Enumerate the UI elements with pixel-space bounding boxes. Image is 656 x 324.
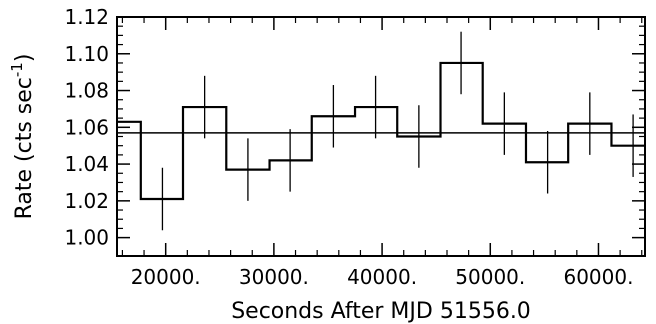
y-tick-label: 1.00 [64, 226, 109, 250]
x-tick-label: 60000. [563, 265, 633, 289]
y-tick-label: 1.08 [64, 79, 109, 103]
y-tick-label: 1.10 [64, 42, 109, 66]
data-series-group [116, 31, 645, 231]
y-axis-label: Rate (cts sec-1) [8, 54, 37, 220]
rate-histogram-step [117, 61, 645, 201]
plot-frame-group [116, 16, 646, 257]
y-tick-label: 1.12 [64, 5, 109, 29]
y-tick-label: 1.06 [64, 115, 109, 139]
y-axis-label-suffix: ) [12, 54, 37, 63]
y-axis-label-superscript: -1 [8, 62, 26, 77]
y-tick-label: 1.04 [64, 152, 109, 176]
x-tick-label: 30000. [239, 265, 309, 289]
axis-ticks-group: 20000. 30000. 40000. 50000. 60000. 1.00 1.02 1.… [64, 5, 645, 289]
x-tick-label: 20000. [131, 265, 201, 289]
x-axis-label: Seconds After MJD 51556.0 [231, 299, 531, 324]
y-axis-label-main: Rate (cts sec [12, 77, 37, 219]
plot-frame [116, 16, 646, 257]
x-tick-label: 50000. [455, 265, 525, 289]
x-tick-label: 40000. [347, 265, 417, 289]
y-tick-label: 1.02 [64, 189, 109, 213]
